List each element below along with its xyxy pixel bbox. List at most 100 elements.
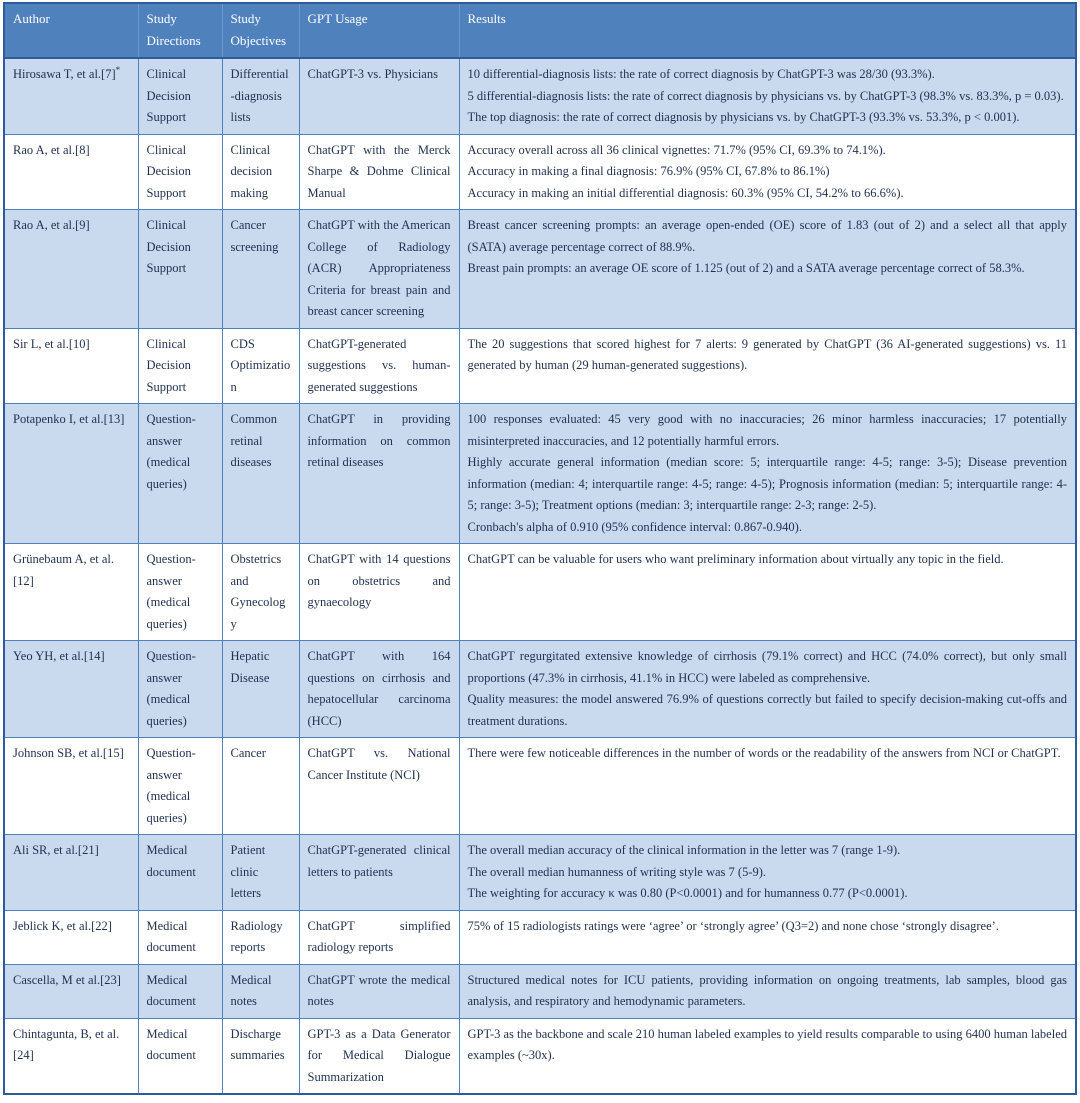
study-objective-cell: Discharge summaries <box>221 1017 300 1095</box>
study-direction-cell: Clinical Decision Support <box>137 209 223 329</box>
gpt-usage-cell: ChatGPT with the Merck Sharpe & Dohme Cl… <box>298 133 460 211</box>
table-row: Cascella, M et al.[23] Medical document Me… <box>3 963 1077 1019</box>
result-line: Accuracy in making a final diagnosis: 76… <box>467 164 830 179</box>
study-direction-cell: Clinical Decision Support <box>137 57 223 135</box>
result-line: 5 differential-diagnosis lists: the rate… <box>467 88 1064 103</box>
author-cell: Cascella, M et al.[23] <box>3 963 139 1019</box>
results-cell: 100 responses evaluated: 45 very good wi… <box>458 403 1077 545</box>
gpt-usage-cell: ChatGPT vs. National Cancer Institute (N… <box>298 737 460 836</box>
results-cell: Structured medical notes for ICU patient… <box>458 963 1077 1019</box>
result-line: ChatGPT can be valuable for users who wa… <box>467 552 1004 567</box>
table-row: Ali SR, et al.[21] Medical document Patien… <box>3 834 1077 911</box>
study-objective-cell: Obstetrics and Gynecology <box>221 543 300 642</box>
results-cell: There were few noticeable differences in… <box>458 737 1077 836</box>
result-line: GPT-3 as the backbone and scale 210 huma… <box>467 1026 1068 1063</box>
author-text: Jeblick K, et al.[22] <box>13 918 112 933</box>
column-header-study-directions: Study Directions <box>137 2 223 60</box>
results-cell: GPT-3 as the backbone and scale 210 huma… <box>458 1017 1077 1095</box>
result-line: Accuracy overall across all 36 clinical … <box>467 142 886 157</box>
author-cell: Grünebaum A, et al.[12] <box>3 543 139 642</box>
result-line: Cronbach's alpha of 0.910 (95% confidenc… <box>467 519 802 534</box>
table-row: Yeo YH, et al.[14] Question-answer (medic… <box>3 640 1077 739</box>
study-objective-cell: CDS Optimization <box>221 327 300 405</box>
study-objective-cell: Radiology reports <box>221 909 300 965</box>
author-footnote-marker: * <box>115 65 121 76</box>
study-objective-cell: Cancer screening <box>221 209 300 329</box>
table-row: Grünebaum A, et al.[12] Question-answer (… <box>3 543 1077 642</box>
gpt-usage-cell: ChatGPT-3 vs. Physicians <box>298 57 460 135</box>
table-row: Sir L, et al.[10] Clinical Decision Suppo… <box>3 327 1077 405</box>
result-line: Accuracy in making an initial differenti… <box>467 185 904 200</box>
result-line: 100 responses evaluated: 45 very good wi… <box>467 412 1068 448</box>
gpt-usage-cell: ChatGPT wrote the medical notes <box>298 963 460 1019</box>
author-text: Chintagunta, B, et al.[24] <box>13 1026 120 1063</box>
table-body: Hirosawa T, et al.[7]* Clinical Decision … <box>3 57 1077 1095</box>
table-row: Chintagunta, B, et al.[24] Medical docume… <box>3 1017 1077 1095</box>
table-row: Hirosawa T, et al.[7]* Clinical Decision … <box>3 57 1077 135</box>
study-direction-cell: Clinical Decision Support <box>137 133 223 211</box>
author-cell: Sir L, et al.[10] <box>3 327 139 405</box>
table-row: Johnson SB, et al.[15] Question-answer (m… <box>3 737 1077 836</box>
author-cell: Johnson SB, et al.[15] <box>3 737 139 836</box>
author-text: Sir L, et al.[10] <box>13 336 90 351</box>
result-line: 10 differential-diagnosis lists: the rat… <box>467 67 935 82</box>
gpt-usage-cell: ChatGPT with 14 questions on obstetrics … <box>298 543 460 642</box>
results-cell: ChatGPT regurgitated extensive knowledge… <box>458 640 1077 739</box>
author-text: Yeo YH, et al.[14] <box>13 649 105 664</box>
author-cell: Hirosawa T, et al.[7]* <box>3 57 139 135</box>
study-objective-cell: Cancer <box>221 737 300 836</box>
author-text: Grünebaum A, et al.[12] <box>13 552 115 588</box>
results-cell: 10 differential-diagnosis lists: the rat… <box>458 57 1077 135</box>
study-direction-cell: Question-answer (medical queries) <box>137 640 223 739</box>
result-line: ChatGPT regurgitated extensive knowledge… <box>467 649 1068 685</box>
result-line: There were few noticeable differences in… <box>467 746 1061 761</box>
study-direction-cell: Medical document <box>137 909 223 965</box>
author-cell: Yeo YH, et al.[14] <box>3 640 139 739</box>
result-line: Breast pain prompts: an average OE score… <box>467 261 1025 276</box>
table-header-row: Author Study Directions Study Objectives GP… <box>3 2 1077 60</box>
author-cell: Chintagunta, B, et al.[24] <box>3 1017 139 1095</box>
study-objective-cell: Common retinal diseases <box>221 403 300 545</box>
author-text: Hirosawa T, et al.[7] <box>13 67 116 82</box>
gpt-usage-cell: ChatGPT with the American College of Rad… <box>298 209 460 329</box>
results-cell: Accuracy overall across all 36 clinical … <box>458 133 1077 211</box>
study-direction-cell: Question-answer (medical queries) <box>137 403 223 545</box>
result-line: 75% of 15 radiologists ratings were ‘agr… <box>467 918 999 933</box>
study-direction-cell: Clinical Decision Support <box>137 327 223 405</box>
gpt-usage-cell: ChatGPT-generated suggestions vs. human-… <box>298 327 460 405</box>
result-line: Breast cancer screening prompts: an aver… <box>467 218 1068 254</box>
author-cell: Jeblick K, et al.[22] <box>3 909 139 965</box>
results-cell: Breast cancer screening prompts: an aver… <box>458 209 1077 329</box>
author-text: Potapenko I, et al.[13] <box>13 412 125 427</box>
study-direction-cell: Question-answer (medical queries) <box>137 737 223 836</box>
result-line: Structured medical notes for ICU patient… <box>467 972 1068 1009</box>
result-line: The overall median accuracy of the clini… <box>467 843 901 858</box>
gpt-usage-cell: GPT-3 as a Data Generator for Medical Di… <box>298 1017 460 1095</box>
table-row: Potapenko I, et al.[13] Question-answer (… <box>3 403 1077 545</box>
author-text: Cascella, M et al.[23] <box>13 972 121 987</box>
study-objective-cell: Patient clinic letters <box>221 834 300 911</box>
study-objective-cell: Medical notes <box>221 963 300 1019</box>
results-cell: 75% of 15 radiologists ratings were ‘agr… <box>458 909 1077 965</box>
results-cell: The 20 suggestions that scored highest f… <box>458 327 1077 405</box>
result-line: The weighting for accuracy κ was 0.80 (P… <box>467 886 908 901</box>
author-cell: Ali SR, et al.[21] <box>3 834 139 911</box>
study-direction-cell: Medical document <box>137 1017 223 1095</box>
study-direction-cell: Medical document <box>137 834 223 911</box>
gpt-usage-cell: ChatGPT simplified radiology reports <box>298 909 460 965</box>
study-objective-cell: Clinical decision making <box>221 133 300 211</box>
author-cell: Rao A, et al.[8] <box>3 133 139 211</box>
gpt-usage-cell: ChatGPT-generated clinical letters to pa… <box>298 834 460 911</box>
studies-table: Author Study Directions Study Objectives GP… <box>3 2 1077 1096</box>
result-line: The overall median humanness of writing … <box>467 864 767 879</box>
author-cell: Potapenko I, et al.[13] <box>3 403 139 545</box>
result-line: The 20 suggestions that scored highest f… <box>467 336 1068 373</box>
column-header-results: Results <box>458 2 1077 60</box>
study-objective-cell: Hepatic Disease <box>221 640 300 739</box>
results-cell: ChatGPT can be valuable for users who wa… <box>458 543 1077 642</box>
author-text: Ali SR, et al.[21] <box>13 843 99 858</box>
author-cell: Rao A, et al.[9] <box>3 209 139 329</box>
column-header-author: Author <box>3 2 139 60</box>
results-cell: The overall median accuracy of the clini… <box>458 834 1077 911</box>
